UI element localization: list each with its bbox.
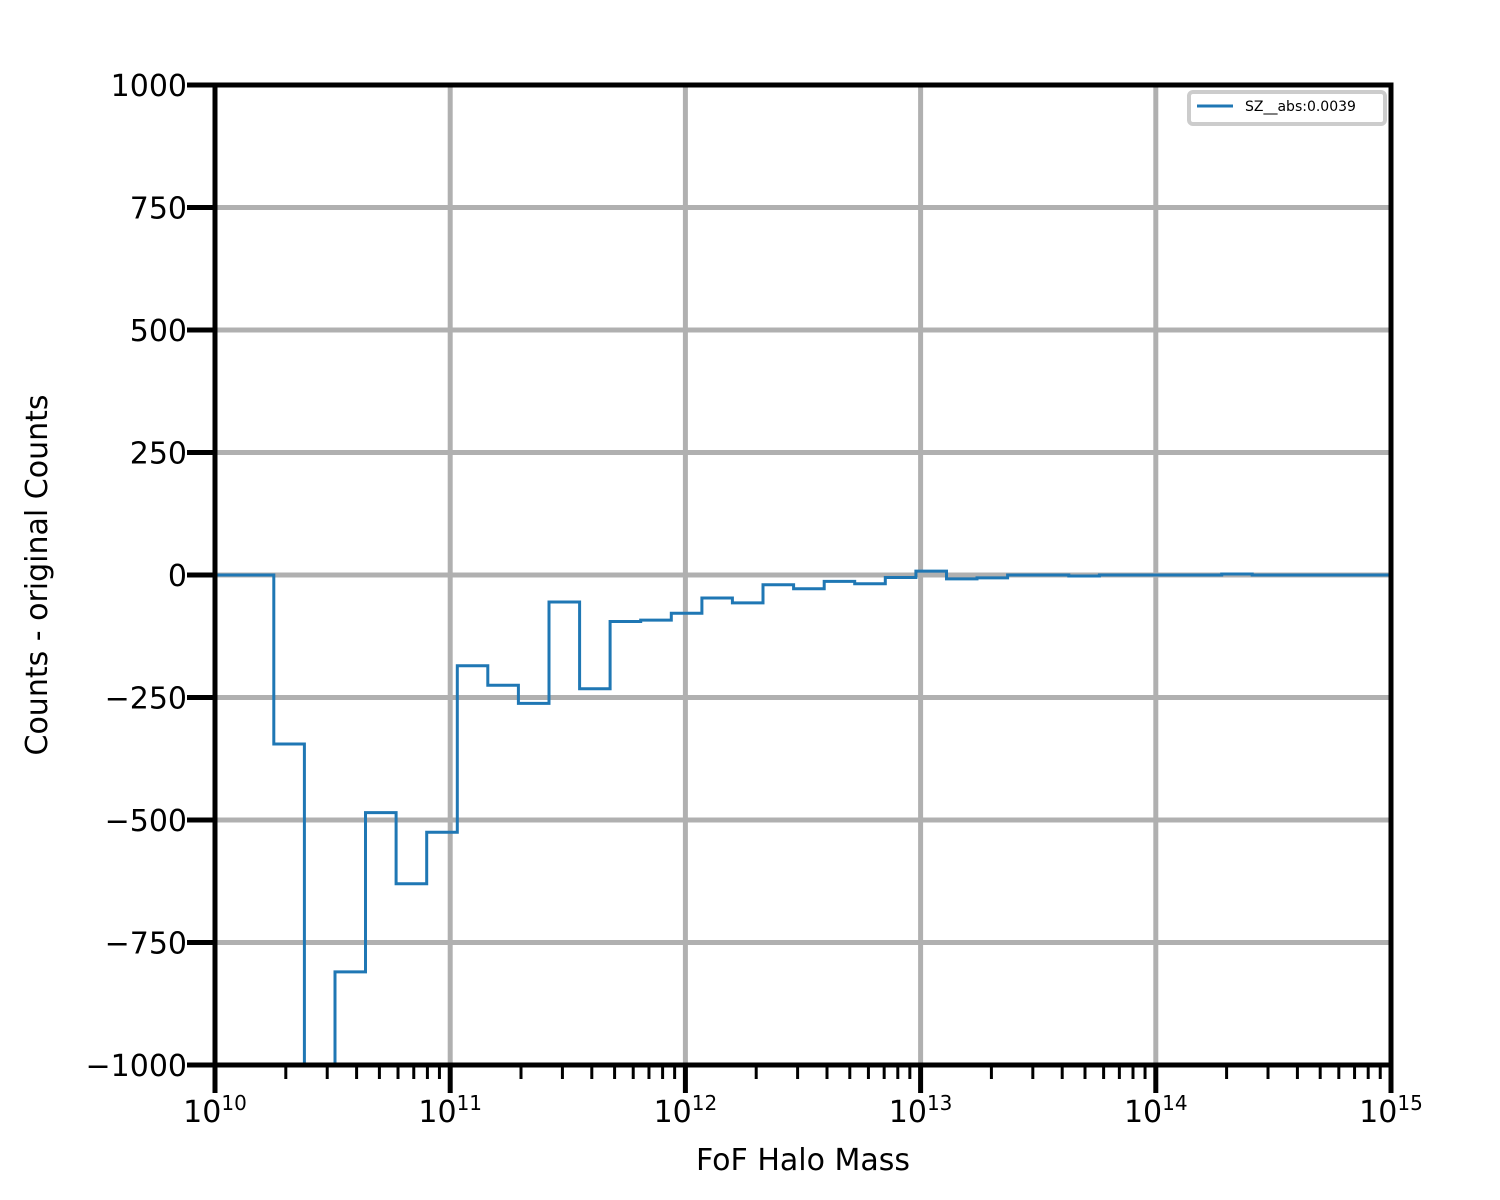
y-tick-label: 500	[130, 314, 187, 349]
legend-label: SZ__abs:0.0039	[1245, 99, 1356, 115]
y-tick-label: 1000	[111, 69, 187, 104]
x-tick-label-base: 10	[1124, 1095, 1162, 1130]
y-tick-label: −500	[105, 804, 187, 839]
x-axis-label: FoF Halo Mass	[696, 1143, 910, 1178]
y-tick-label: −250	[105, 682, 187, 717]
x-tick-label-base: 10	[654, 1095, 692, 1130]
series-line	[215, 569, 1391, 1065]
x-tick-label-exponent: 12	[692, 1091, 717, 1115]
y-tick-label: −1000	[86, 1049, 187, 1084]
y-axis-label: Counts - original Counts	[20, 394, 55, 755]
x-tick-label: 1015	[1359, 1091, 1423, 1130]
y-tick-label: −750	[105, 927, 187, 962]
x-tick-label: 1013	[889, 1091, 953, 1130]
legend-box	[1187, 90, 1387, 126]
x-axis-ticks: 1010 1011 1012 1013 1014 1015	[183, 1065, 1423, 1130]
x-tick-label-exponent: 11	[457, 1091, 482, 1115]
y-tick-label: 0	[168, 559, 187, 594]
x-tick-label-base: 10	[183, 1095, 221, 1130]
x-tick-label-base: 10	[889, 1095, 927, 1130]
x-tick-label-base: 10	[418, 1095, 456, 1130]
x-tick-label: 1010	[183, 1091, 247, 1130]
y-tick-label: 750	[130, 192, 187, 227]
y-tick-label: 250	[130, 437, 187, 472]
x-tick-label: 1012	[654, 1091, 718, 1130]
x-tick-label: 1011	[418, 1091, 482, 1130]
y-axis-ticks: −1000 −750 −500 −250 0 250 500 750 1000	[86, 69, 215, 1084]
x-tick-label-base: 10	[1359, 1095, 1397, 1130]
x-tick-label-exponent: 15	[1397, 1091, 1422, 1115]
legend: SZ__abs:0.0039	[1187, 90, 1387, 126]
x-tick-label-exponent: 14	[1162, 1091, 1187, 1115]
x-tick-label-exponent: 13	[927, 1091, 952, 1115]
x-tick-label-exponent: 10	[221, 1091, 246, 1115]
x-tick-label: 1014	[1124, 1091, 1188, 1130]
